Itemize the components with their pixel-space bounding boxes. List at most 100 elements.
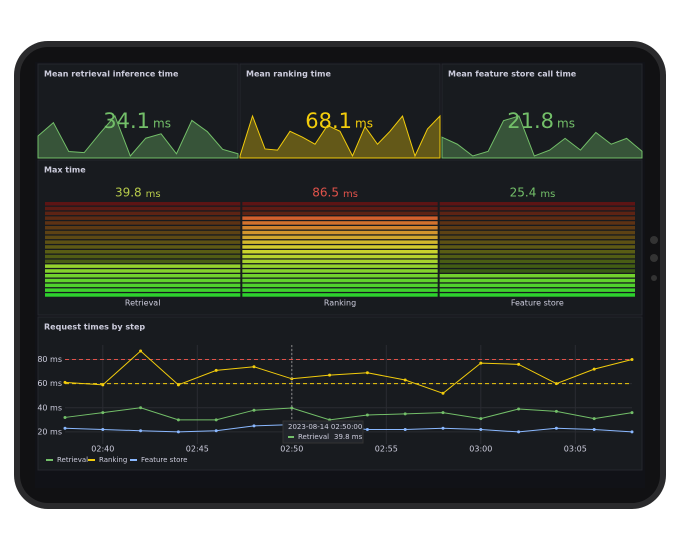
point <box>403 428 407 432</box>
x-tick-label: 03:00 <box>469 445 492 454</box>
point <box>139 349 143 353</box>
gauge-segment <box>45 269 241 273</box>
stat-unit: ms <box>153 117 171 131</box>
gauge-unit: ms <box>146 189 161 200</box>
gauge-segment <box>439 206 635 211</box>
y-tick-label: 40 ms <box>37 403 62 412</box>
gauge-segment <box>439 245 635 249</box>
point <box>214 429 218 433</box>
tooltip-time: 2023-08-14 02:50:00 <box>288 423 362 431</box>
point <box>403 412 407 416</box>
y-tick-label: 60 ms <box>37 379 62 388</box>
gauge-segment <box>242 264 438 268</box>
gauge-segment <box>45 245 241 249</box>
point <box>630 430 634 434</box>
sparkline <box>37 115 239 159</box>
gauge-segment <box>45 226 241 230</box>
gauge-segment <box>45 206 241 211</box>
panel-title: Request times by step <box>44 323 145 332</box>
panel-title: Max time <box>44 166 86 175</box>
tooltip-series: Retrieval <box>298 433 329 441</box>
gauge-segment <box>45 211 241 216</box>
point <box>139 406 143 410</box>
legend-label[interactable]: Retrieval <box>57 456 88 464</box>
stat-unit: ms <box>355 117 373 131</box>
tooltip-value: 39.8 ms <box>334 433 363 441</box>
gauge-segment <box>242 259 438 264</box>
point <box>554 382 558 386</box>
legend-label[interactable]: Feature store <box>141 456 187 464</box>
point <box>63 415 67 419</box>
gauge-segment <box>242 293 438 297</box>
point <box>479 361 483 365</box>
gauge-segment <box>242 288 438 292</box>
gauge-unit: ms <box>343 189 358 200</box>
point <box>63 380 67 384</box>
point <box>479 428 483 432</box>
gauge-segment <box>242 206 438 211</box>
gauge-segment <box>45 230 241 235</box>
sparkline <box>441 115 643 159</box>
gauge-bar <box>45 202 241 297</box>
point <box>101 428 105 432</box>
point <box>365 413 369 417</box>
sparkline <box>239 114 441 159</box>
gauge-segment <box>45 202 241 206</box>
point <box>592 428 596 432</box>
panel <box>37 316 643 471</box>
gauge-segment <box>242 235 438 240</box>
point <box>441 411 445 415</box>
point <box>441 426 445 430</box>
x-tick-label: 03:05 <box>564 445 587 454</box>
x-tick-label: 02:55 <box>375 445 398 454</box>
gauge-segment <box>45 274 241 278</box>
gauge-segment <box>242 216 438 220</box>
point <box>290 406 294 410</box>
gauge-segment <box>45 278 241 283</box>
stat-unit: ms <box>557 117 575 131</box>
gauge-segment <box>45 288 241 292</box>
point <box>365 371 369 375</box>
point <box>592 367 596 371</box>
gauge-value: 86.5 <box>312 186 339 200</box>
point <box>214 368 218 372</box>
legend-label[interactable]: Ranking <box>99 456 127 464</box>
gauge-segment <box>439 293 635 297</box>
stat-value: 21.8 <box>507 109 554 133</box>
gauge-segment <box>242 283 438 288</box>
gauge-segment <box>45 283 241 288</box>
gauge-segment <box>242 274 438 278</box>
point <box>176 430 180 434</box>
point <box>139 429 143 433</box>
gauge-segment <box>439 216 635 220</box>
point <box>554 426 558 430</box>
gauge-segment <box>439 230 635 235</box>
point <box>101 383 105 387</box>
gauge-segment <box>439 274 635 278</box>
gauge-segment <box>439 221 635 225</box>
gauge-value: 39.8 <box>115 186 142 200</box>
point <box>554 409 558 413</box>
gauge-segment <box>242 211 438 216</box>
sensor <box>651 275 657 281</box>
point <box>517 430 521 434</box>
point <box>403 378 407 382</box>
point <box>517 362 521 366</box>
point <box>176 418 180 422</box>
point <box>252 365 256 369</box>
gauge-segment <box>242 240 438 244</box>
y-tick-label: 20 ms <box>37 427 62 436</box>
panel-title: Mean ranking time <box>246 70 331 79</box>
point <box>252 424 256 428</box>
stat-value: 68.1 <box>305 109 352 133</box>
gauge-label: Ranking <box>324 299 356 308</box>
gauge-segment <box>45 264 241 268</box>
gauge-segment <box>45 221 241 225</box>
point <box>517 407 521 411</box>
gauge-segment <box>439 250 635 254</box>
point <box>101 411 105 415</box>
point <box>214 418 218 422</box>
point <box>630 411 634 415</box>
gauge-label: Feature store <box>511 299 564 308</box>
gauge-segment <box>45 254 241 259</box>
